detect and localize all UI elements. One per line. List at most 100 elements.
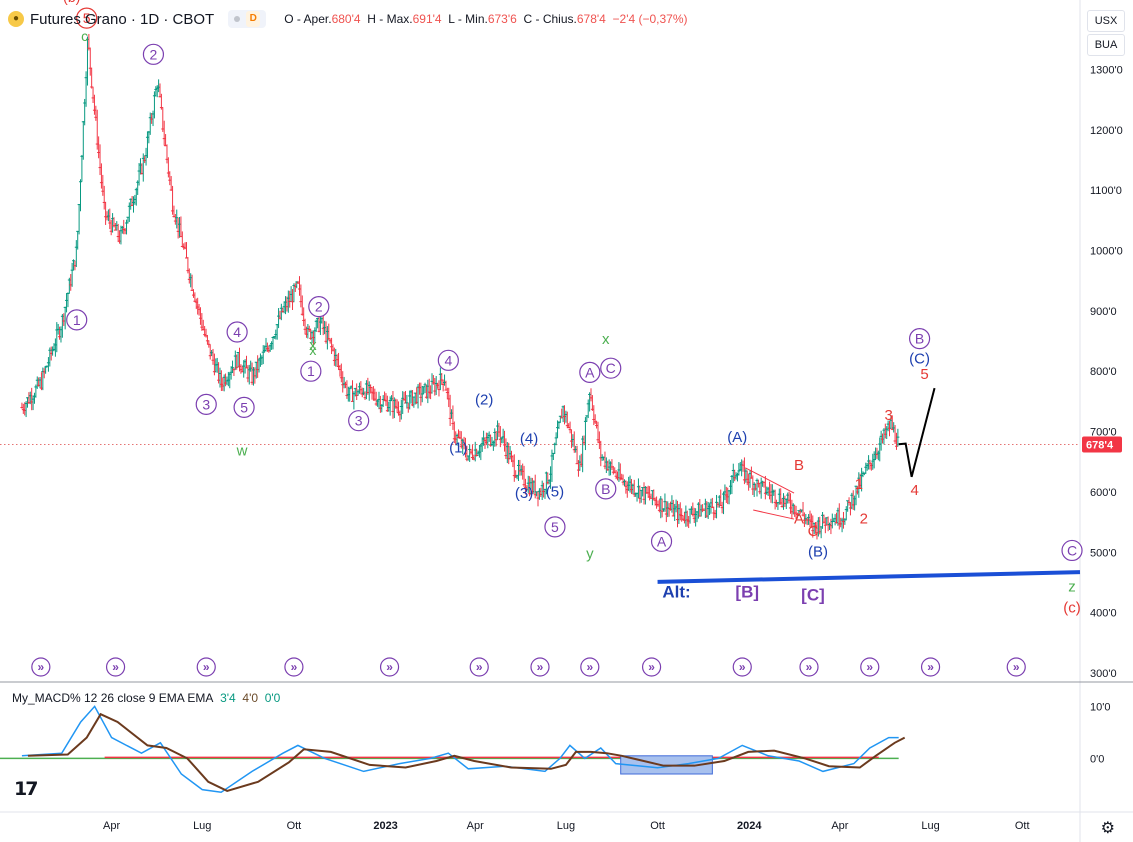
wave-circle — [650, 530, 673, 552]
market-status-dot-icon — [234, 16, 241, 22]
wave-label-red: A — [794, 510, 804, 527]
event-marker-icon[interactable] — [732, 657, 752, 677]
wave-circle — [348, 410, 370, 432]
last-price-tag — [1082, 436, 1122, 453]
wave-label-red: 4 — [910, 482, 918, 499]
macd-signal-line — [27, 712, 906, 792]
x-tick-label: Apr — [831, 820, 848, 832]
x-tick-label: Lug — [557, 820, 575, 832]
event-marker-icon[interactable] — [469, 657, 489, 677]
currency-selector[interactable]: USX — [1087, 10, 1125, 32]
y-tick-label: 600'0 — [1090, 487, 1117, 499]
wave-circle — [595, 478, 617, 500]
x-tick-label: Ott — [1015, 820, 1030, 832]
event-marker-icon[interactable] — [530, 657, 550, 677]
event-marker-icon[interactable] — [799, 657, 819, 677]
wave-circle — [195, 393, 217, 415]
macd-value-2: 4'0 — [242, 691, 259, 705]
unit-selector[interactable]: BUA — [1087, 34, 1125, 56]
macd-title[interactable]: My_MACD% 12 26 close 9 EMA EMA — [12, 691, 214, 705]
event-marker-icon[interactable] — [641, 657, 662, 677]
x-tick-label: 2024 — [737, 820, 762, 832]
delayed-badge: D — [246, 11, 261, 27]
wave-label-blue: (1) — [449, 440, 467, 457]
event-marker-icon[interactable] — [580, 657, 600, 677]
y-tick-label: 400'0 — [1090, 608, 1117, 620]
event-marker-glyph: » — [203, 660, 210, 674]
alt-label: Alt: — [662, 583, 690, 602]
wave-label: 5 — [83, 10, 91, 26]
wave-label-blue: (3) — [515, 485, 533, 502]
wave-circle — [233, 396, 255, 419]
x-tick-label: Lug — [921, 820, 939, 832]
event-marker-glyph: » — [739, 660, 746, 674]
event-marker-glyph: » — [806, 660, 813, 674]
macd-line — [21, 705, 899, 793]
event-marker-glyph: » — [927, 660, 934, 674]
wave-label: 1 — [73, 312, 81, 328]
y-tick-label: 500'0 — [1090, 547, 1117, 559]
event-marker-glyph: » — [291, 660, 298, 674]
event-marker-glyph: » — [1013, 660, 1020, 674]
y-tick-label: 1100'0 — [1090, 185, 1122, 197]
wave-label-blue: (A) — [727, 429, 747, 446]
wave-label: B — [601, 481, 610, 497]
x-tick-label: Apr — [103, 820, 120, 832]
last-price-label: 678'4 — [1086, 440, 1114, 452]
wave-label-blue: (5) — [546, 484, 564, 501]
chart-header: ● Futures Grano · 1D · CBOT D O - Aper.6… — [8, 6, 688, 32]
tradingview-logo-icon: 17 — [14, 778, 38, 800]
wave-circle — [1061, 539, 1083, 562]
settings-gear-icon[interactable]: ⚙ — [1100, 820, 1115, 837]
y-tick-label: 900'0 — [1090, 306, 1117, 318]
wave-circle — [142, 43, 165, 65]
wave-label: 2 — [150, 46, 158, 62]
wave-label-green: z — [1068, 578, 1076, 595]
event-marker-icon[interactable] — [920, 657, 941, 677]
wave-label: c — [81, 28, 88, 44]
y-tick-label: 1200'0 — [1090, 125, 1123, 137]
symbol-title[interactable]: Futures Grano · 1D · CBOT — [30, 10, 215, 28]
wave-label: 4 — [444, 352, 452, 368]
exchange-logo-icon: ● — [8, 11, 24, 27]
event-marker-glyph: » — [586, 660, 593, 674]
wave-label: 3 — [355, 413, 363, 429]
alt-label: [C] — [801, 586, 825, 605]
wave-label: x — [309, 342, 316, 358]
macd-value-3: 0'0 — [264, 691, 281, 705]
wedge-upper-line[interactable] — [745, 467, 795, 494]
wedge-lower-line[interactable] — [753, 509, 795, 520]
event-marker-glyph: » — [537, 660, 544, 674]
event-marker-icon[interactable] — [284, 657, 304, 677]
status-pill[interactable]: D — [228, 10, 267, 28]
wave-label: 3 — [202, 396, 210, 412]
event-marker-glyph: » — [866, 660, 873, 674]
wave-label-green: y — [586, 545, 594, 562]
wave-label: A — [585, 364, 595, 380]
event-marker-icon[interactable] — [379, 657, 400, 677]
macd-y-tick: 0'0 — [1090, 753, 1104, 765]
wave-circle — [76, 7, 98, 29]
wave-label: 5 — [551, 519, 559, 535]
event-marker-icon[interactable] — [1006, 657, 1026, 677]
event-marker-icon[interactable] — [860, 657, 880, 677]
wave-label-red: 5 — [920, 366, 928, 383]
wave-label-red: 1 — [855, 476, 863, 493]
wave-circle — [544, 516, 566, 538]
alt-label: [B] — [735, 583, 759, 602]
wave-circle — [308, 296, 330, 318]
y-tick-label: 800'0 — [1090, 366, 1117, 378]
candles-group — [20, 33, 900, 540]
projection-path — [898, 387, 936, 478]
wave-label: 5 — [240, 399, 248, 415]
wave-label-red: 3 — [885, 407, 893, 424]
event-marker-icon[interactable] — [196, 657, 216, 677]
wave-label-blue: (2) — [475, 391, 493, 408]
event-marker-glyph: » — [112, 660, 119, 674]
alt-trendline[interactable] — [657, 570, 1081, 584]
event-marker-icon[interactable] — [31, 657, 51, 677]
wave-label-red: C — [808, 523, 819, 540]
event-marker-icon[interactable] — [105, 657, 126, 677]
y-tick-label: 1300'0 — [1090, 64, 1123, 76]
